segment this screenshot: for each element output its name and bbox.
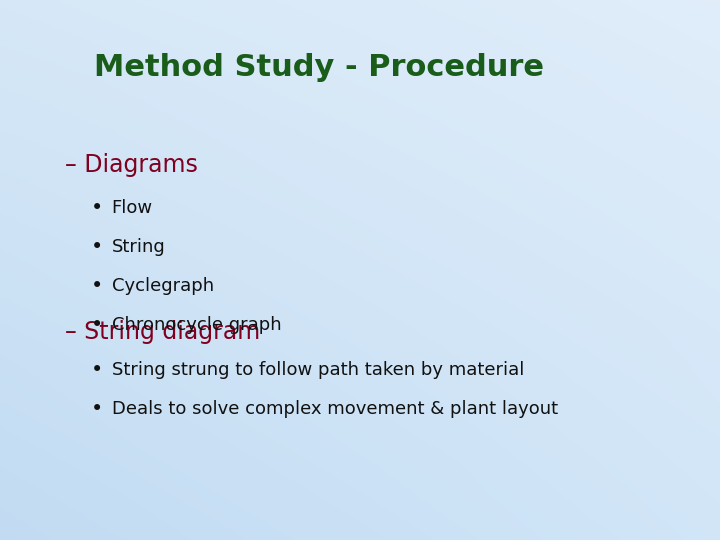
Text: •: •	[91, 399, 104, 419]
Text: Cyclegraph: Cyclegraph	[112, 276, 214, 295]
Text: String: String	[112, 238, 166, 256]
Text: Deals to solve complex movement & plant layout: Deals to solve complex movement & plant …	[112, 400, 558, 418]
Text: Flow: Flow	[112, 199, 153, 217]
Text: Method Study - Procedure: Method Study - Procedure	[94, 53, 544, 82]
Text: •: •	[91, 237, 104, 257]
Text: •: •	[91, 275, 104, 296]
Text: String strung to follow path taken by material: String strung to follow path taken by ma…	[112, 361, 524, 379]
Text: •: •	[91, 360, 104, 380]
Text: Chronocycle graph: Chronocycle graph	[112, 315, 282, 334]
Text: •: •	[91, 198, 104, 218]
Text: – String diagram: – String diagram	[65, 320, 260, 344]
Text: •: •	[91, 314, 104, 335]
Text: – Diagrams: – Diagrams	[65, 153, 198, 177]
